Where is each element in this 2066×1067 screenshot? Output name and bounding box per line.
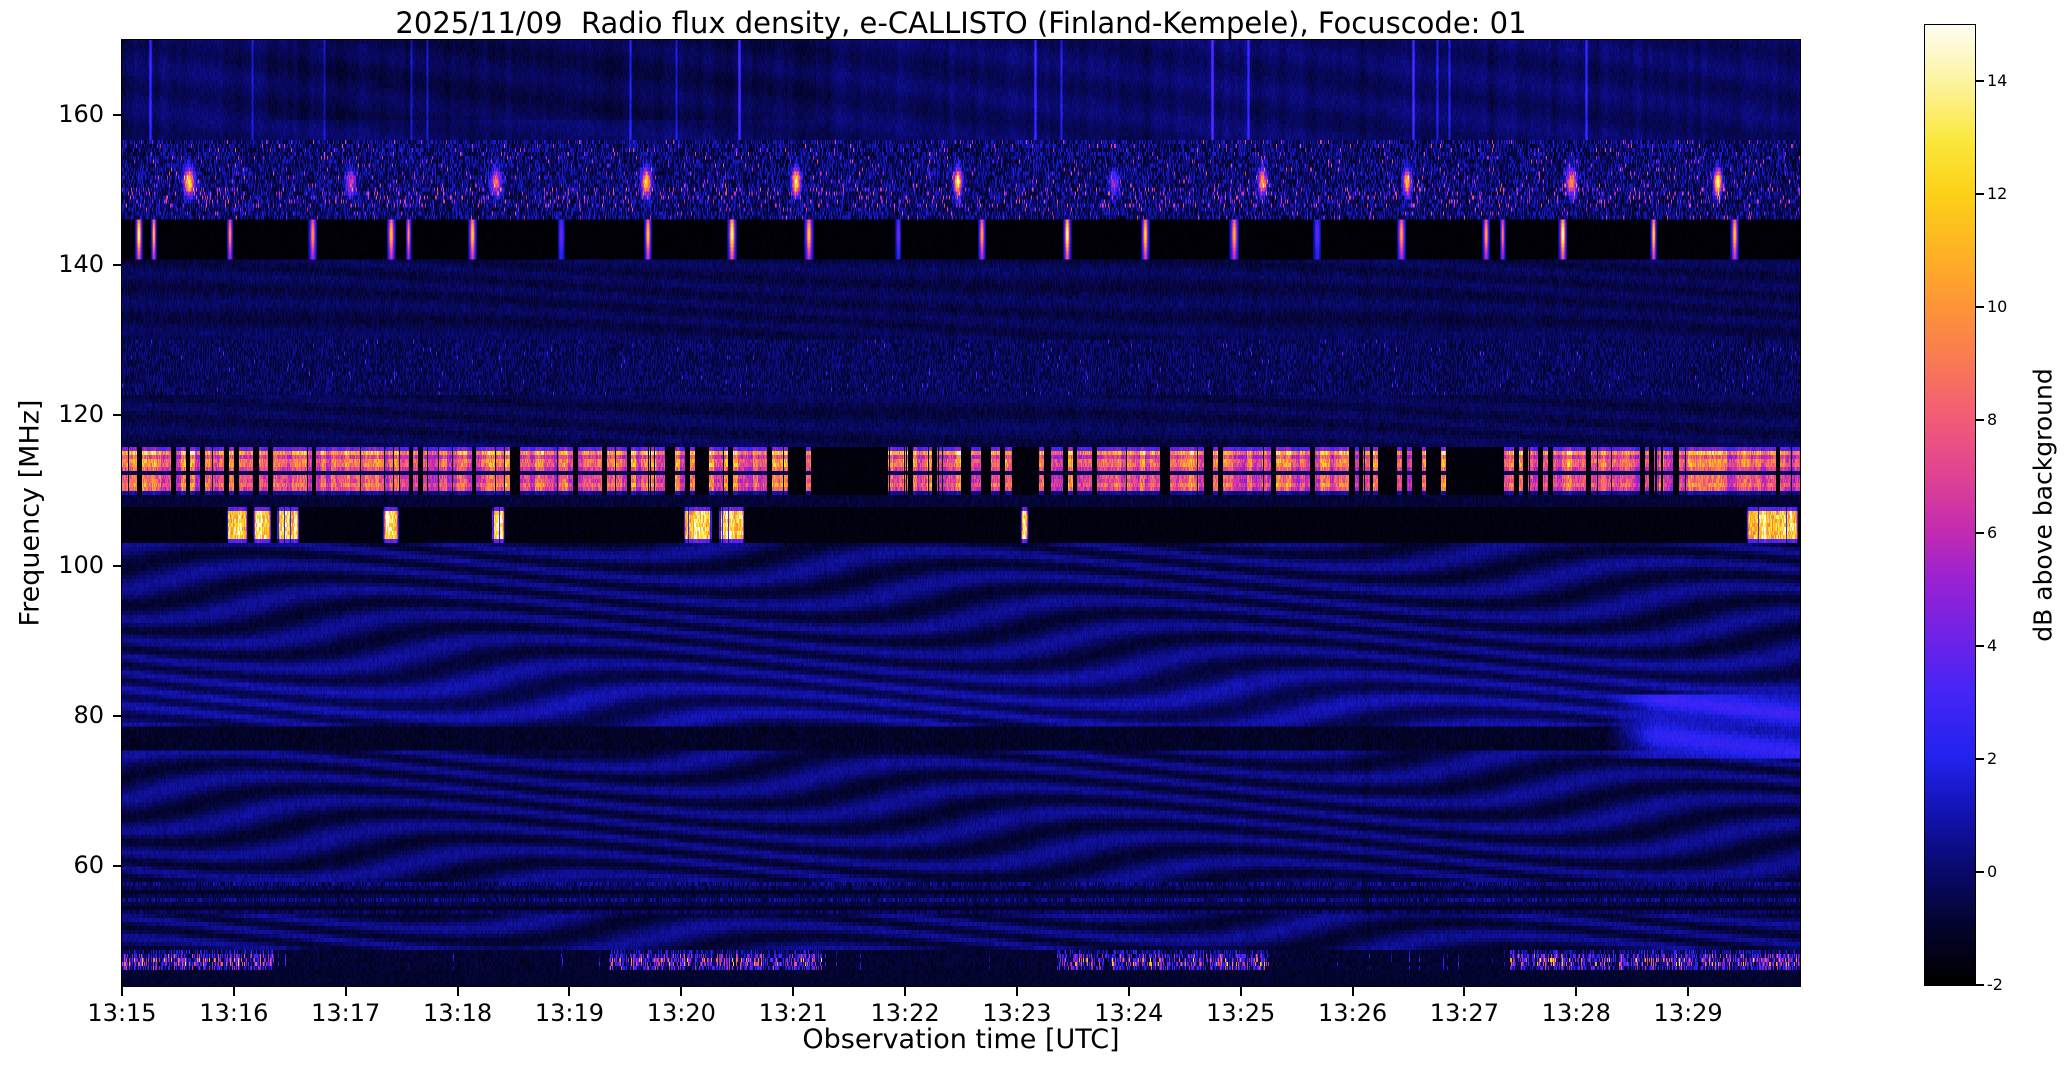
colorbar-tick-label: 6	[1987, 523, 1998, 543]
x-tick-label: 13:25	[1206, 999, 1276, 1027]
colorbar-tick-mark	[1976, 193, 1984, 196]
x-tick-label: 13:28	[1541, 999, 1611, 1027]
x-tick-mark	[568, 987, 571, 996]
y-axis-label: Frequency [MHz]	[14, 399, 46, 627]
x-tick-mark	[792, 987, 795, 996]
y-tick-mark	[113, 564, 122, 567]
x-tick-mark	[1463, 987, 1466, 996]
y-tick-mark	[113, 114, 122, 117]
colorbar-tick-mark	[1976, 645, 1984, 648]
colorbar-tick-label: 0	[1987, 862, 1998, 882]
x-tick-mark	[1239, 987, 1242, 996]
y-tick-label: 60	[73, 850, 104, 879]
y-tick-mark	[113, 864, 122, 867]
colorbar-tick-label: 12	[1987, 184, 2008, 204]
y-tick-mark	[113, 414, 122, 417]
x-tick-mark	[1575, 987, 1578, 996]
x-tick-mark	[1015, 987, 1018, 996]
x-tick-label: 13:20	[646, 999, 716, 1027]
spectrogram-canvas	[121, 39, 1801, 987]
colorbar-tick-label: 14	[1987, 71, 2008, 91]
y-tick-mark	[113, 714, 122, 717]
colorbar-canvas	[1924, 24, 1976, 986]
x-tick-mark	[232, 987, 235, 996]
x-tick-mark	[680, 987, 683, 996]
colorbar-tick-label: 8	[1987, 410, 1998, 430]
colorbar-tick-mark	[1976, 419, 1984, 422]
x-tick-label: 13:19	[534, 999, 605, 1027]
x-tick-mark	[1127, 987, 1130, 996]
colorbar-label: dB above background	[2028, 368, 2058, 642]
x-tick-mark	[1351, 987, 1354, 996]
colorbar-tick-label: 4	[1987, 636, 1998, 656]
x-tick-label: 13:27	[1429, 999, 1499, 1027]
x-tick-label: 13:29	[1653, 999, 1723, 1027]
x-tick-mark	[121, 987, 123, 996]
colorbar-tick-mark	[1976, 758, 1984, 761]
x-tick-label: 13:21	[758, 999, 828, 1027]
colorbar-tick-mark	[1976, 871, 1984, 874]
x-tick-label: 13:16	[199, 999, 269, 1027]
colorbar-tick-mark	[1976, 306, 1984, 309]
x-tick-label: 13:22	[870, 999, 940, 1027]
x-axis-label: Observation time [UTC]	[802, 1024, 1120, 1055]
x-tick-label: 13:26	[1317, 999, 1388, 1027]
x-tick-mark	[1687, 987, 1690, 996]
y-tick-label: 80	[73, 700, 104, 729]
y-tick-mark	[113, 264, 122, 267]
colorbar-tick-mark	[1976, 984, 1984, 986]
x-tick-label: 13:24	[1094, 999, 1164, 1027]
x-tick-mark	[344, 987, 347, 996]
x-tick-label: 13:17	[311, 999, 381, 1027]
y-tick-label: 140	[58, 250, 104, 279]
chart-title: 2025/11/09 Radio flux density, e-CALLIST…	[395, 6, 1527, 40]
y-tick-label: 160	[58, 100, 104, 129]
x-tick-mark	[456, 987, 459, 996]
colorbar-tick-label: 2	[1987, 749, 1998, 769]
x-tick-label: 13:23	[982, 999, 1052, 1027]
colorbar-tick-mark	[1976, 80, 1984, 83]
x-tick-label: 13:15	[87, 999, 157, 1027]
colorbar-tick-label: -2	[1987, 975, 2003, 994]
colorbar-tick-mark	[1976, 532, 1984, 535]
x-tick-mark	[904, 987, 907, 996]
x-tick-label: 13:18	[423, 999, 493, 1027]
colorbar-tick-label: 10	[1987, 297, 2008, 317]
